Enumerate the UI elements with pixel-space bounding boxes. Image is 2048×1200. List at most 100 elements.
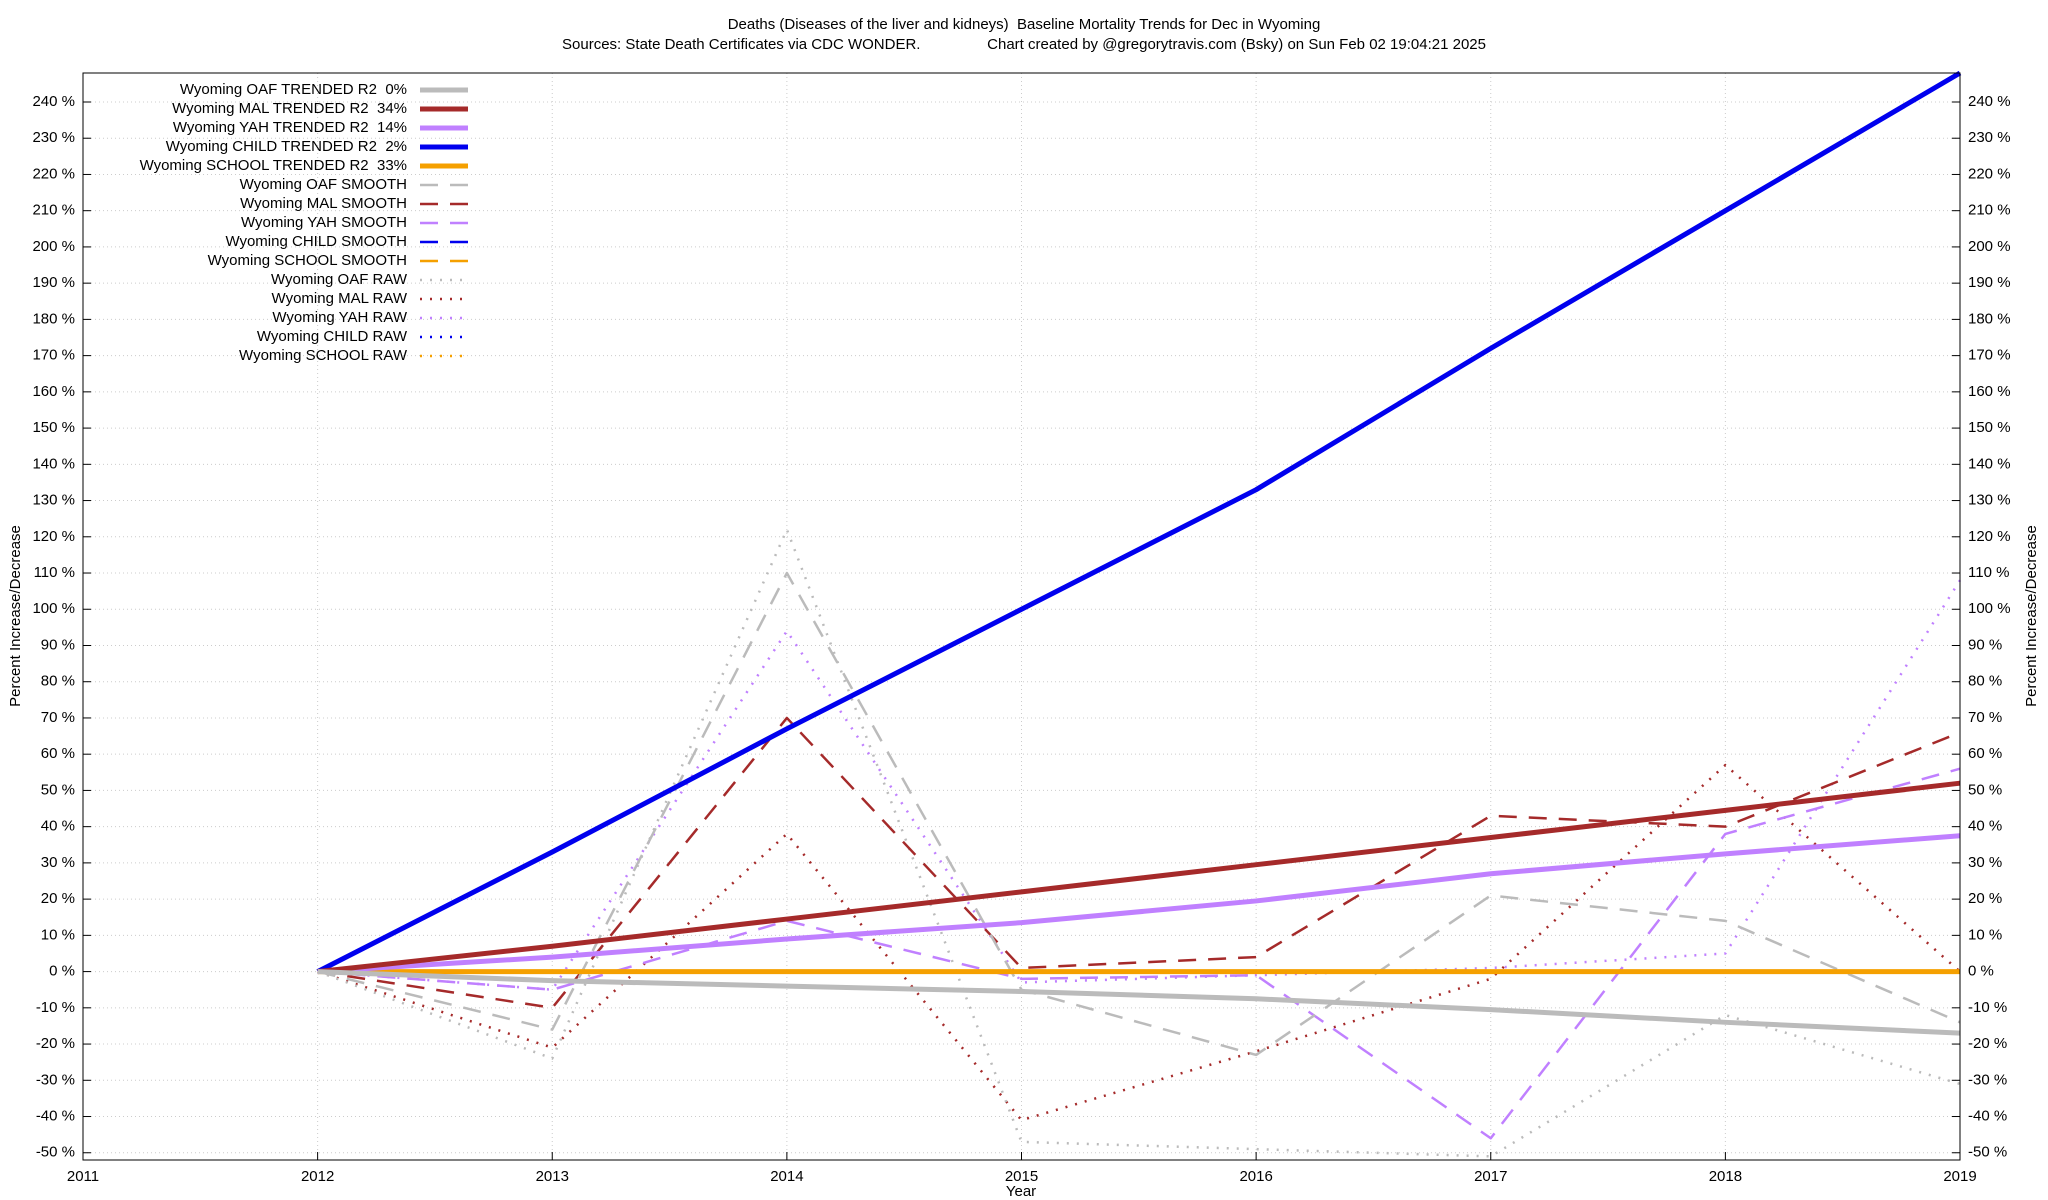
series-line <box>317 969 1961 1036</box>
plot-border <box>82 72 1961 1161</box>
y-tick-label: 100 % <box>32 600 75 617</box>
y2-tick-label: 150 % <box>1968 419 2011 436</box>
y2-tick-label: 0 % <box>1968 963 1994 980</box>
y-tick-label: 50 % <box>41 781 75 798</box>
y-tick-label: 180 % <box>32 310 75 327</box>
series-line <box>317 571 1961 1057</box>
y-tick-label: -10 % <box>36 999 75 1016</box>
y2-tick-label: 10 % <box>1968 926 2002 943</box>
legend-label: Wyoming YAH RAW <box>272 309 407 326</box>
legend-label: Wyoming SCHOOL TRENDED R2 33% <box>140 157 407 174</box>
x-tick-label: 2019 <box>1943 1168 1976 1185</box>
chart-subtitle: Sources: State Death Certificates via CD… <box>562 36 1486 53</box>
y-tick-label: 60 % <box>41 745 75 762</box>
legend-label: Wyoming OAF TRENDED R2 0% <box>180 81 407 98</box>
series-line <box>317 767 1961 1140</box>
y-tick-label: 20 % <box>41 890 75 907</box>
y-tick-label: 120 % <box>32 528 75 545</box>
x-tick-label: 2012 <box>301 1168 334 1185</box>
y2-tick-label: 80 % <box>1968 673 2002 690</box>
y2-tick-label: -50 % <box>1968 1144 2007 1161</box>
y-tick-label: -50 % <box>36 1144 75 1161</box>
y2-tick-label: 190 % <box>1968 274 2011 291</box>
series-line <box>317 579 1962 991</box>
y2-tick-label: 140 % <box>1968 455 2011 472</box>
y2-tick-label: 90 % <box>1968 636 2002 653</box>
y2-tick-label: -30 % <box>1968 1071 2007 1088</box>
y-tick-label: -40 % <box>36 1107 75 1124</box>
y-tick-label: 30 % <box>41 854 75 871</box>
y-tick-label: 130 % <box>32 492 75 509</box>
series-line <box>317 833 1961 975</box>
y2-tick-label: 210 % <box>1968 202 2011 219</box>
y-tick-label: 0 % <box>49 963 75 980</box>
y2-tick-label: 220 % <box>1968 165 2011 182</box>
y-tick-label: 230 % <box>32 129 75 146</box>
series-line <box>317 716 1961 1010</box>
legend-label: Wyoming SCHOOL RAW <box>239 347 408 364</box>
legend-label: Wyoming MAL TRENDED R2 34% <box>172 100 407 117</box>
y-tick-label: 40 % <box>41 818 75 835</box>
legend-label: Wyoming CHILD RAW <box>257 328 408 345</box>
y-axis-label: Percent Increase/Decrease <box>7 525 24 707</box>
legend-label: Wyoming CHILD TRENDED R2 2% <box>166 138 407 155</box>
x-tick-label: 2011 <box>67 1168 99 1185</box>
y-tick-label: 200 % <box>32 238 75 255</box>
x-tick-label: 2016 <box>1239 1168 1272 1185</box>
y2-tick-label: 170 % <box>1968 347 2011 364</box>
y-tick-label: -30 % <box>36 1071 75 1088</box>
legend-label: Wyoming OAF SMOOTH <box>240 176 407 193</box>
legend-label: Wyoming YAH TRENDED R2 14% <box>173 119 407 136</box>
x-tick-label: 2015 <box>1005 1168 1038 1185</box>
x-axis-label: Year <box>1006 1183 1036 1200</box>
y-tick-label: 150 % <box>32 419 75 436</box>
y2-tick-label: -20 % <box>1968 1035 2007 1052</box>
x-tick-label: 2017 <box>1474 1168 1507 1185</box>
y2-tick-label: 240 % <box>1968 93 2011 110</box>
y2-tick-label: 180 % <box>1968 310 2011 327</box>
y2-tick-label: 110 % <box>1968 564 2009 581</box>
y-tick-label: 240 % <box>32 93 75 110</box>
y2-tick-label: 230 % <box>1968 129 2011 146</box>
x-tick-label: 2014 <box>770 1168 803 1185</box>
y2-tick-label: 20 % <box>1968 890 2002 907</box>
legend-label: Wyoming OAF RAW <box>271 271 408 288</box>
y2-tick-label: -40 % <box>1968 1107 2007 1124</box>
y2-tick-label: 30 % <box>1968 854 2002 871</box>
y-tick-label: 210 % <box>32 202 75 219</box>
y2-tick-label: 120 % <box>1968 528 2011 545</box>
y-tick-label: 170 % <box>32 347 75 364</box>
y-tick-label: 190 % <box>32 274 75 291</box>
y2-tick-label: 60 % <box>1968 745 2002 762</box>
y2-tick-label: 130 % <box>1968 492 2011 509</box>
y-tick-label: 10 % <box>41 926 75 943</box>
y-tick-label: 140 % <box>32 455 75 472</box>
legend-label: Wyoming YAH SMOOTH <box>241 214 407 231</box>
y2-tick-label: 200 % <box>1968 238 2011 255</box>
legend-label: Wyoming SCHOOL SMOOTH <box>208 252 407 269</box>
legend-label: Wyoming CHILD SMOOTH <box>225 233 407 250</box>
y2-tick-label: 40 % <box>1968 818 2002 835</box>
series-line <box>317 528 1961 1158</box>
chart-title: Deaths (Diseases of the liver and kidney… <box>728 16 1321 33</box>
series-line <box>316 70 1962 974</box>
y2-tick-label: -10 % <box>1968 999 2007 1016</box>
x-tick-label: 2013 <box>536 1168 569 1185</box>
y2-tick-label: 70 % <box>1968 709 2002 726</box>
x-tick-label: 2018 <box>1709 1168 1742 1185</box>
y-tick-label: 90 % <box>41 636 75 653</box>
y2-tick-label: 160 % <box>1968 383 2011 400</box>
y-tick-label: 220 % <box>32 165 75 182</box>
legend-label: Wyoming MAL SMOOTH <box>240 195 407 212</box>
y2-axis-label: Percent Increase/Decrease <box>2023 525 2040 707</box>
series-line <box>317 780 1961 975</box>
y-tick-label: -20 % <box>36 1035 75 1052</box>
y2-tick-label: 50 % <box>1968 781 2002 798</box>
y2-tick-label: 100 % <box>1968 600 2011 617</box>
legend-label: Wyoming MAL RAW <box>272 290 408 307</box>
y-tick-label: 160 % <box>32 383 75 400</box>
y-tick-label: 80 % <box>41 673 75 690</box>
y-tick-label: 110 % <box>34 564 75 581</box>
y-tick-label: 70 % <box>41 709 75 726</box>
